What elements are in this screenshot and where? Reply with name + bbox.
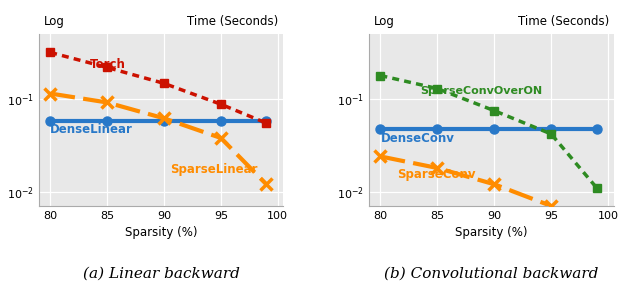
Text: DenseConv: DenseConv	[381, 132, 454, 146]
Text: DenseLinear: DenseLinear	[50, 123, 133, 136]
X-axis label: Sparsity (%): Sparsity (%)	[125, 226, 197, 239]
Text: (b) Convolutional backward: (b) Convolutional backward	[384, 266, 598, 280]
Text: SparseConvOverON: SparseConvOverON	[420, 86, 542, 96]
Text: Log: Log	[374, 15, 395, 28]
Text: SparseLinear: SparseLinear	[170, 163, 257, 176]
Text: (a) Linear backward: (a) Linear backward	[83, 266, 240, 280]
Text: SparseConv: SparseConv	[398, 168, 476, 181]
Text: Time (Seconds): Time (Seconds)	[187, 15, 279, 28]
X-axis label: Sparsity (%): Sparsity (%)	[455, 226, 528, 239]
Text: Time (Seconds): Time (Seconds)	[518, 15, 609, 28]
Text: Log: Log	[44, 15, 64, 28]
Text: Torch: Torch	[90, 58, 126, 72]
